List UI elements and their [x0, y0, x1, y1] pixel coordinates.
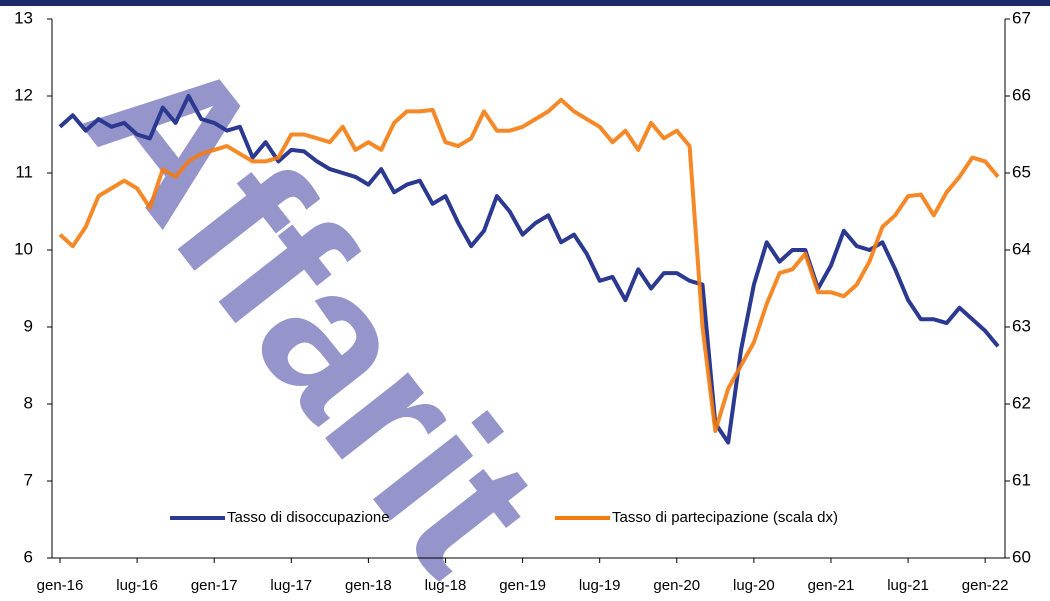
- y-tick-label: 10: [14, 239, 33, 258]
- series-line: [58, 94, 1000, 445]
- x-tick-label: gen-20: [653, 577, 700, 594]
- y-tick-label: 13: [14, 8, 33, 27]
- x-tick-label: lug-18: [425, 577, 467, 594]
- y-tick-label: 8: [24, 393, 33, 412]
- x-tick-label: lug-21: [887, 577, 929, 594]
- x-tick-label: lug-19: [579, 577, 621, 594]
- y2-tick-label: 66: [1012, 85, 1031, 104]
- y2-tick-label: 64: [1012, 239, 1031, 258]
- y-tick-label: 7: [24, 470, 33, 489]
- y2-tick-label: 65: [1012, 162, 1031, 181]
- legend-label: Tasso di disoccupazione: [227, 509, 390, 526]
- y-tick-label: 11: [15, 162, 33, 181]
- x-tick-label: gen-21: [808, 577, 855, 594]
- x-tick-label: lug-16: [116, 577, 158, 594]
- y2-tick-label: 61: [1012, 470, 1031, 489]
- x-tick-label: gen-18: [345, 577, 392, 594]
- y-tick-label: 12: [14, 85, 33, 104]
- y2-tick-label: 60: [1012, 547, 1031, 566]
- y2-tick-label: 63: [1012, 316, 1031, 335]
- x-tick-label: gen-22: [962, 577, 1009, 594]
- x-tick-label: gen-17: [191, 577, 238, 594]
- top-band: [0, 0, 1050, 6]
- x-tick-label: lug-17: [270, 577, 312, 594]
- series-line: [58, 97, 1000, 433]
- legend-label: Tasso di partecipazione (scala dx): [612, 509, 838, 526]
- x-tick-label: gen-16: [37, 577, 84, 594]
- y2-tick-label: 67: [1012, 8, 1031, 27]
- x-tick-label: lug-20: [733, 577, 775, 594]
- y-tick-label: 9: [24, 316, 33, 335]
- x-tick-label: gen-19: [499, 577, 546, 594]
- y2-tick-label: 62: [1012, 393, 1031, 412]
- y-tick-label: 6: [24, 547, 33, 566]
